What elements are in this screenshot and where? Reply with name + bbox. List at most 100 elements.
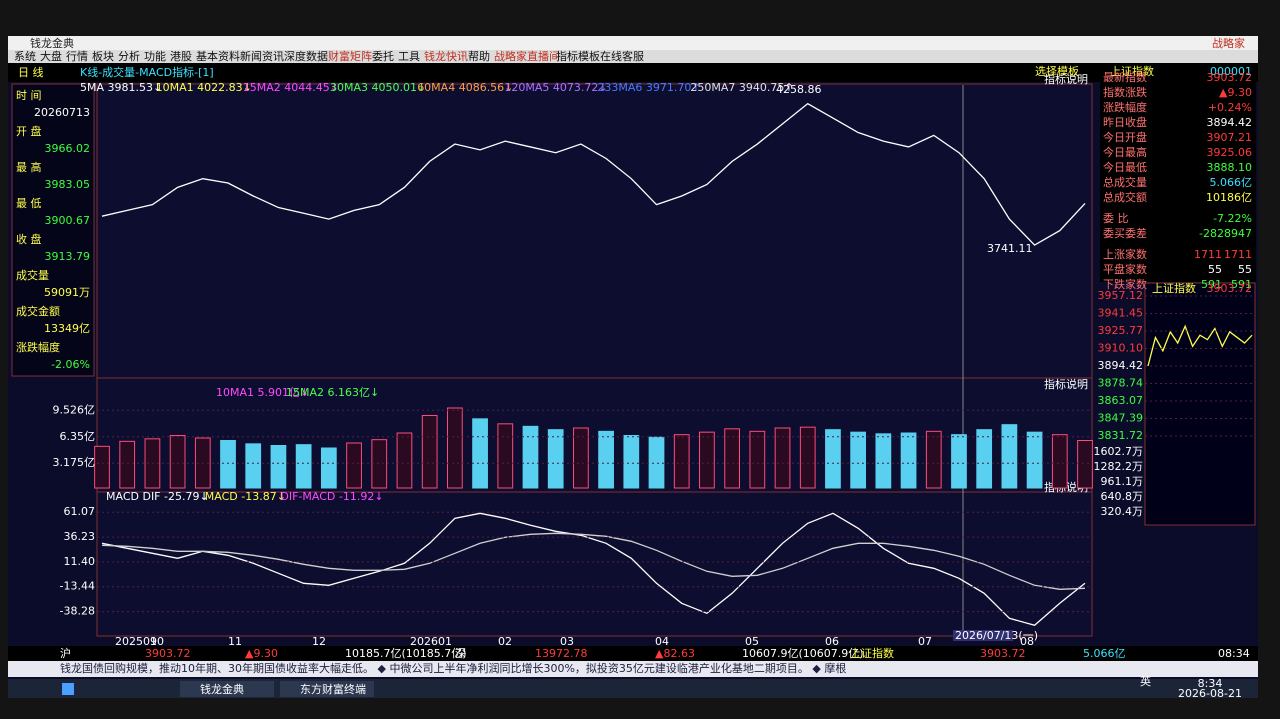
quote-label: 今日最高 xyxy=(1103,145,1147,159)
quote-value: 10186亿 xyxy=(1206,191,1252,204)
menu-item[interactable]: 工具 xyxy=(398,50,420,63)
menu-item[interactable]: 在线客服 xyxy=(600,49,644,63)
volume-legend: 10MA1 5.901亿↓ xyxy=(216,386,309,399)
quote-value: 591 xyxy=(1201,278,1222,291)
template-select[interactable]: 选择模板 xyxy=(1035,64,1079,78)
quote-value: 1711 xyxy=(1224,248,1252,261)
quote-value: 3888.10 xyxy=(1207,161,1253,174)
data-line xyxy=(1147,324,1253,367)
volume-bar xyxy=(1001,424,1018,489)
intraday-tick: 3957.12 xyxy=(1098,289,1144,302)
info-value: 59091万 xyxy=(44,286,90,299)
quote-label: 最新指数 xyxy=(1103,70,1147,84)
volume-bar xyxy=(522,425,539,489)
volume-bar xyxy=(472,418,488,489)
cursor-date: 2026/07/13(一) xyxy=(955,629,1038,642)
index-name: 上证指数 xyxy=(1110,64,1154,78)
quote-value: ▲9.30 xyxy=(1219,86,1252,99)
ime: 英 xyxy=(1140,674,1151,688)
intraday-volume-label: 640.8万 xyxy=(1101,490,1144,503)
x-tick-label: 12 xyxy=(312,635,326,648)
menu-item[interactable]: 港股 xyxy=(170,50,192,63)
menu-item[interactable]: 钱龙快讯 xyxy=(424,49,468,63)
info-value: 13349亿 xyxy=(44,322,90,335)
x-tick-label: 07 xyxy=(918,635,932,648)
index-code: 000001 xyxy=(1210,65,1252,78)
info-value: 20260713 xyxy=(34,106,90,119)
period[interactable]: 日 线 xyxy=(18,65,44,79)
menu-item[interactable]: 战略家直播间 xyxy=(494,49,560,63)
x-tick-label: 06 xyxy=(825,635,839,648)
menu-item[interactable]: 板块 xyxy=(92,49,114,63)
menu-item[interactable]: 财富矩阵 xyxy=(328,49,372,63)
quote-value: 1711 xyxy=(1194,248,1222,261)
status-bar xyxy=(8,646,1258,661)
ma-legend: 60MA4 4086.56↓ xyxy=(417,81,513,94)
status-item: 13972.78 xyxy=(535,647,588,660)
cursor-date-box xyxy=(953,630,1013,641)
volume-bar xyxy=(774,427,791,489)
menu-item[interactable]: 大盘 xyxy=(40,49,62,63)
menu-item[interactable]: 功能 xyxy=(144,49,166,63)
quote-value: +0.24% xyxy=(1208,101,1252,114)
intraday-tick: 3863.07 xyxy=(1098,394,1144,407)
ma-legend: 250MA7 3940.75↑ xyxy=(690,81,793,94)
account[interactable]: 战略家 xyxy=(1212,36,1245,50)
menu-item[interactable]: 系统 xyxy=(14,50,36,63)
start-button[interactable] xyxy=(62,683,74,695)
intraday-tick: 3831.72 xyxy=(1098,429,1144,442)
ma-legend: 5MA 3981.53↓ xyxy=(80,81,162,94)
quote-label: 指数涨跌 xyxy=(1103,85,1147,99)
info-label: 成交量 xyxy=(16,268,49,282)
status-item: ▲9.30 xyxy=(245,647,278,660)
quote-value: 3907.21 xyxy=(1207,131,1253,144)
intraday-tick: 3847.39 xyxy=(1098,412,1144,425)
clock-time: 8:34 xyxy=(1198,677,1223,690)
status-item: ▲82.63 xyxy=(655,647,695,660)
quote-label: 今日最低 xyxy=(1103,160,1147,174)
volume-bar xyxy=(925,430,942,489)
y-tick-label: 61.07 xyxy=(64,505,96,518)
quote-value: 591 xyxy=(1231,278,1252,291)
menu-item[interactable]: 分析 xyxy=(118,49,140,63)
y-tick-label: 11.40 xyxy=(64,555,96,568)
info-label: 开 盘 xyxy=(16,124,42,138)
volume-bar xyxy=(320,447,337,489)
toolbar xyxy=(8,63,1258,82)
x-tick-label: 11 xyxy=(228,635,242,648)
help-link[interactable]: 指标说明 xyxy=(1044,377,1088,391)
intraday-tick: 3878.74 xyxy=(1098,377,1144,390)
volume-bar xyxy=(673,434,690,489)
intraday-tick: 3941.45 xyxy=(1098,306,1144,319)
quote-value: 3903.72 xyxy=(1207,71,1253,84)
menu-item[interactable]: 行情 xyxy=(66,50,88,63)
ma-legend: 10MA1 4022.83↓ xyxy=(156,81,252,94)
y-tick-label: -38.28 xyxy=(60,605,95,618)
clock-date: 2026-08-21 xyxy=(1178,687,1242,700)
menu-item[interactable]: 指标模板 xyxy=(556,49,600,63)
volume-bar xyxy=(1026,431,1043,489)
x-tick-label: 05 xyxy=(745,635,759,648)
menu-item[interactable]: 深度数据 xyxy=(284,49,328,63)
quote-value: 55 xyxy=(1208,263,1222,276)
ma-legend: 120MA5 4073.72↓ xyxy=(504,81,607,94)
volume-bar xyxy=(976,429,993,489)
help-link[interactable]: 指标说明 xyxy=(1044,72,1088,86)
menu-item[interactable]: 新闻资讯 xyxy=(240,49,284,63)
news-ticker: 钱龙国债回购规模，推动10年期、30年期国债收益率大幅走低。 ◆ 中微公司上半年… xyxy=(60,661,846,675)
menu-item[interactable]: 基本资料 xyxy=(196,49,240,63)
volume-bar xyxy=(850,431,867,489)
volume-bar xyxy=(749,430,766,489)
task-button[interactable] xyxy=(180,681,274,697)
volume-bar xyxy=(951,434,967,489)
status-item: 08:34 xyxy=(1218,647,1250,660)
menu-item[interactable]: 帮助 xyxy=(468,49,490,63)
volume-bar xyxy=(220,440,236,489)
ticker-bar xyxy=(8,661,1258,677)
menu-item[interactable]: 委托 xyxy=(372,49,394,63)
quote-value: 5.066亿 xyxy=(1210,176,1253,189)
task-button[interactable] xyxy=(280,681,374,697)
quote-label: 总成交量 xyxy=(1103,175,1147,189)
volume-bar xyxy=(573,427,589,489)
low-label: 3741.11 xyxy=(987,242,1033,255)
